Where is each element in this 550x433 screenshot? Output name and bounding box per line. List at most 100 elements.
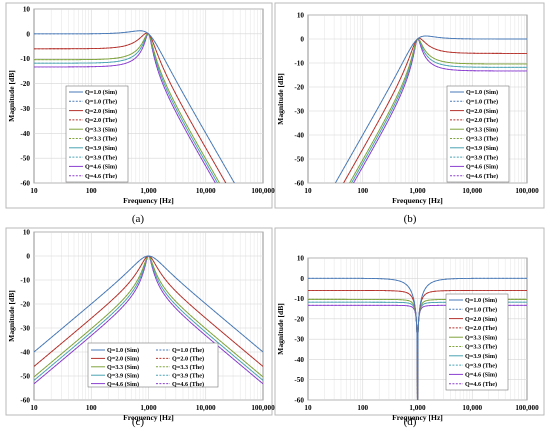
legend-entry: Q=1.0 (Sim) (107, 347, 139, 354)
y-tick-label: 10 (297, 12, 305, 20)
legend-entry: Q=1.0 (The) (85, 99, 117, 106)
y-axis-label: Magnitude [dB] (276, 303, 285, 355)
y-tick-label: 0 (26, 253, 30, 261)
x-tick-label: 100,000 (515, 187, 539, 195)
legend-entry: Q=4.6 (The) (465, 381, 497, 388)
legend: Q=1.0 (Sim) Q=1.0 (The) Q=2.0 (Sim) Q=2.0 (… (87, 342, 219, 388)
x-tick-label: 100,000 (515, 404, 539, 412)
y-tick-label: -60 (294, 180, 304, 188)
legend-entry: Q=3.9 (The) (465, 362, 497, 369)
y-tick-label: -30 (20, 105, 30, 113)
x-tick-label: 10 (30, 404, 38, 412)
legend-entry: Q=1.0 (The) (465, 307, 497, 314)
legend-entry: Q=2.0 (The) (85, 117, 117, 124)
legend-entry: Q=1.0 (Sim) (466, 89, 498, 96)
x-tick-label: 10 (30, 187, 38, 195)
panel-caption: (c) (132, 416, 145, 428)
legend-entry: Q=3.3 (Sim) (85, 126, 117, 133)
x-axis-label: Frequency [Hz] (392, 413, 443, 422)
y-tick-label: 10 (297, 255, 305, 263)
series-line (308, 277, 527, 400)
y-tick-label: -20 (20, 80, 30, 88)
legend-entry: Q=4.6 (The) (85, 173, 117, 180)
y-tick-label: 10 (23, 229, 31, 237)
legend-entry: Q=1.0 (The) (172, 347, 204, 354)
y-tick-label: -40 (20, 349, 30, 357)
series-line (308, 290, 527, 400)
panel-caption: (d) (404, 416, 417, 428)
y-tick-label: -60 (20, 180, 30, 188)
legend-entry: Q=3.3 (Sim) (107, 364, 139, 371)
y-tick-label: -20 (294, 315, 304, 323)
x-tick-label: 10 (304, 404, 312, 412)
x-tick-label: 100 (357, 187, 368, 195)
panel-caption: (a) (132, 213, 145, 225)
x-tick-label: 100,000 (251, 187, 275, 195)
legend-entry: Q=3.3 (Sim) (465, 334, 497, 341)
legend-entry: Q=2.0 (Sim) (466, 108, 498, 115)
y-tick-label: -30 (20, 325, 30, 333)
legend: Q=1.0 (Sim) Q=1.0 (The) Q=2.0 (Sim) Q=2.0 (… (65, 85, 129, 183)
legend-entry: Q=3.9 (The) (85, 154, 117, 161)
y-tick-label: -50 (294, 376, 304, 384)
legend-box (87, 342, 219, 388)
x-tick-label: 10,000 (196, 404, 216, 412)
legend-entry: Q=2.0 (Sim) (465, 316, 497, 323)
x-tick-label: 1,000 (409, 404, 426, 412)
legend-entry: Q=3.3 (The) (465, 344, 497, 351)
legend-entry: Q=3.9 (The) (466, 154, 498, 161)
x-tick-label: 100 (86, 404, 97, 412)
legend-entry: Q=2.0 (The) (466, 117, 498, 124)
legend-entry: Q=3.9 (Sim) (465, 353, 497, 360)
y-tick-label: 0 (300, 275, 304, 283)
series-line (34, 30, 235, 183)
y-tick-label: -10 (294, 295, 304, 303)
y-axis-label: Magnitude [dB] (7, 70, 16, 122)
y-tick-label: -10 (20, 55, 30, 63)
series-group (334, 35, 527, 183)
y-tick-label: -40 (294, 356, 304, 364)
legend-entry: Q=4.6 (Sim) (465, 372, 497, 379)
y-tick-label: -50 (20, 155, 30, 163)
legend-entry: Q=3.9 (The) (172, 372, 204, 379)
x-tick-label: 100,000 (251, 404, 275, 412)
legend: Q=1.0 (Sim) Q=1.0 (The) Q=2.0 (Sim) Q=2.0 (… (446, 85, 510, 183)
legend-entry: Q=3.3 (The) (172, 364, 204, 371)
y-tick-label: -30 (294, 336, 304, 344)
x-tick-label: 1,000 (140, 404, 157, 412)
legend: Q=1.0 (Sim) Q=1.0 (The) Q=2.0 (Sim) Q=2.0 (… (445, 293, 509, 391)
series-line (34, 255, 263, 353)
y-tick-label: -10 (294, 60, 304, 68)
x-tick-label: 10,000 (462, 187, 482, 195)
series-line (334, 35, 527, 183)
panel-caption: (b) (404, 213, 417, 225)
legend-entry: Q=4.6 (Sim) (466, 164, 498, 171)
y-tick-label: -40 (20, 130, 30, 138)
y-tick-label: -10 (20, 277, 30, 285)
legend-entry: Q=4.6 (The) (172, 381, 204, 388)
legend-entry: Q=3.9 (Sim) (107, 372, 139, 379)
y-tick-label: -30 (294, 108, 304, 116)
y-axis-label: Magnitude [dB] (7, 290, 16, 342)
x-tick-label: 10,000 (462, 404, 482, 412)
x-tick-label: 10,000 (196, 187, 216, 195)
y-tick-label: 10 (23, 6, 31, 14)
y-tick-label: 0 (300, 36, 304, 44)
x-tick-label: 10 (304, 187, 312, 195)
y-tick-label: 0 (26, 30, 30, 38)
x-tick-label: 1,000 (140, 187, 157, 195)
x-tick-label: 100 (357, 404, 368, 412)
x-axis-label: Frequency [Hz] (123, 413, 174, 422)
y-tick-label: -20 (20, 301, 30, 309)
series-group (34, 30, 235, 183)
y-tick-label: -40 (294, 132, 304, 140)
x-axis-label: Frequency [Hz] (392, 196, 443, 205)
legend-entry: Q=4.6 (Sim) (107, 381, 139, 388)
legend-entry: Q=3.3 (The) (85, 136, 117, 143)
legend-entry: Q=2.0 (The) (465, 325, 497, 332)
legend-entry: Q=3.9 (Sim) (85, 145, 117, 152)
